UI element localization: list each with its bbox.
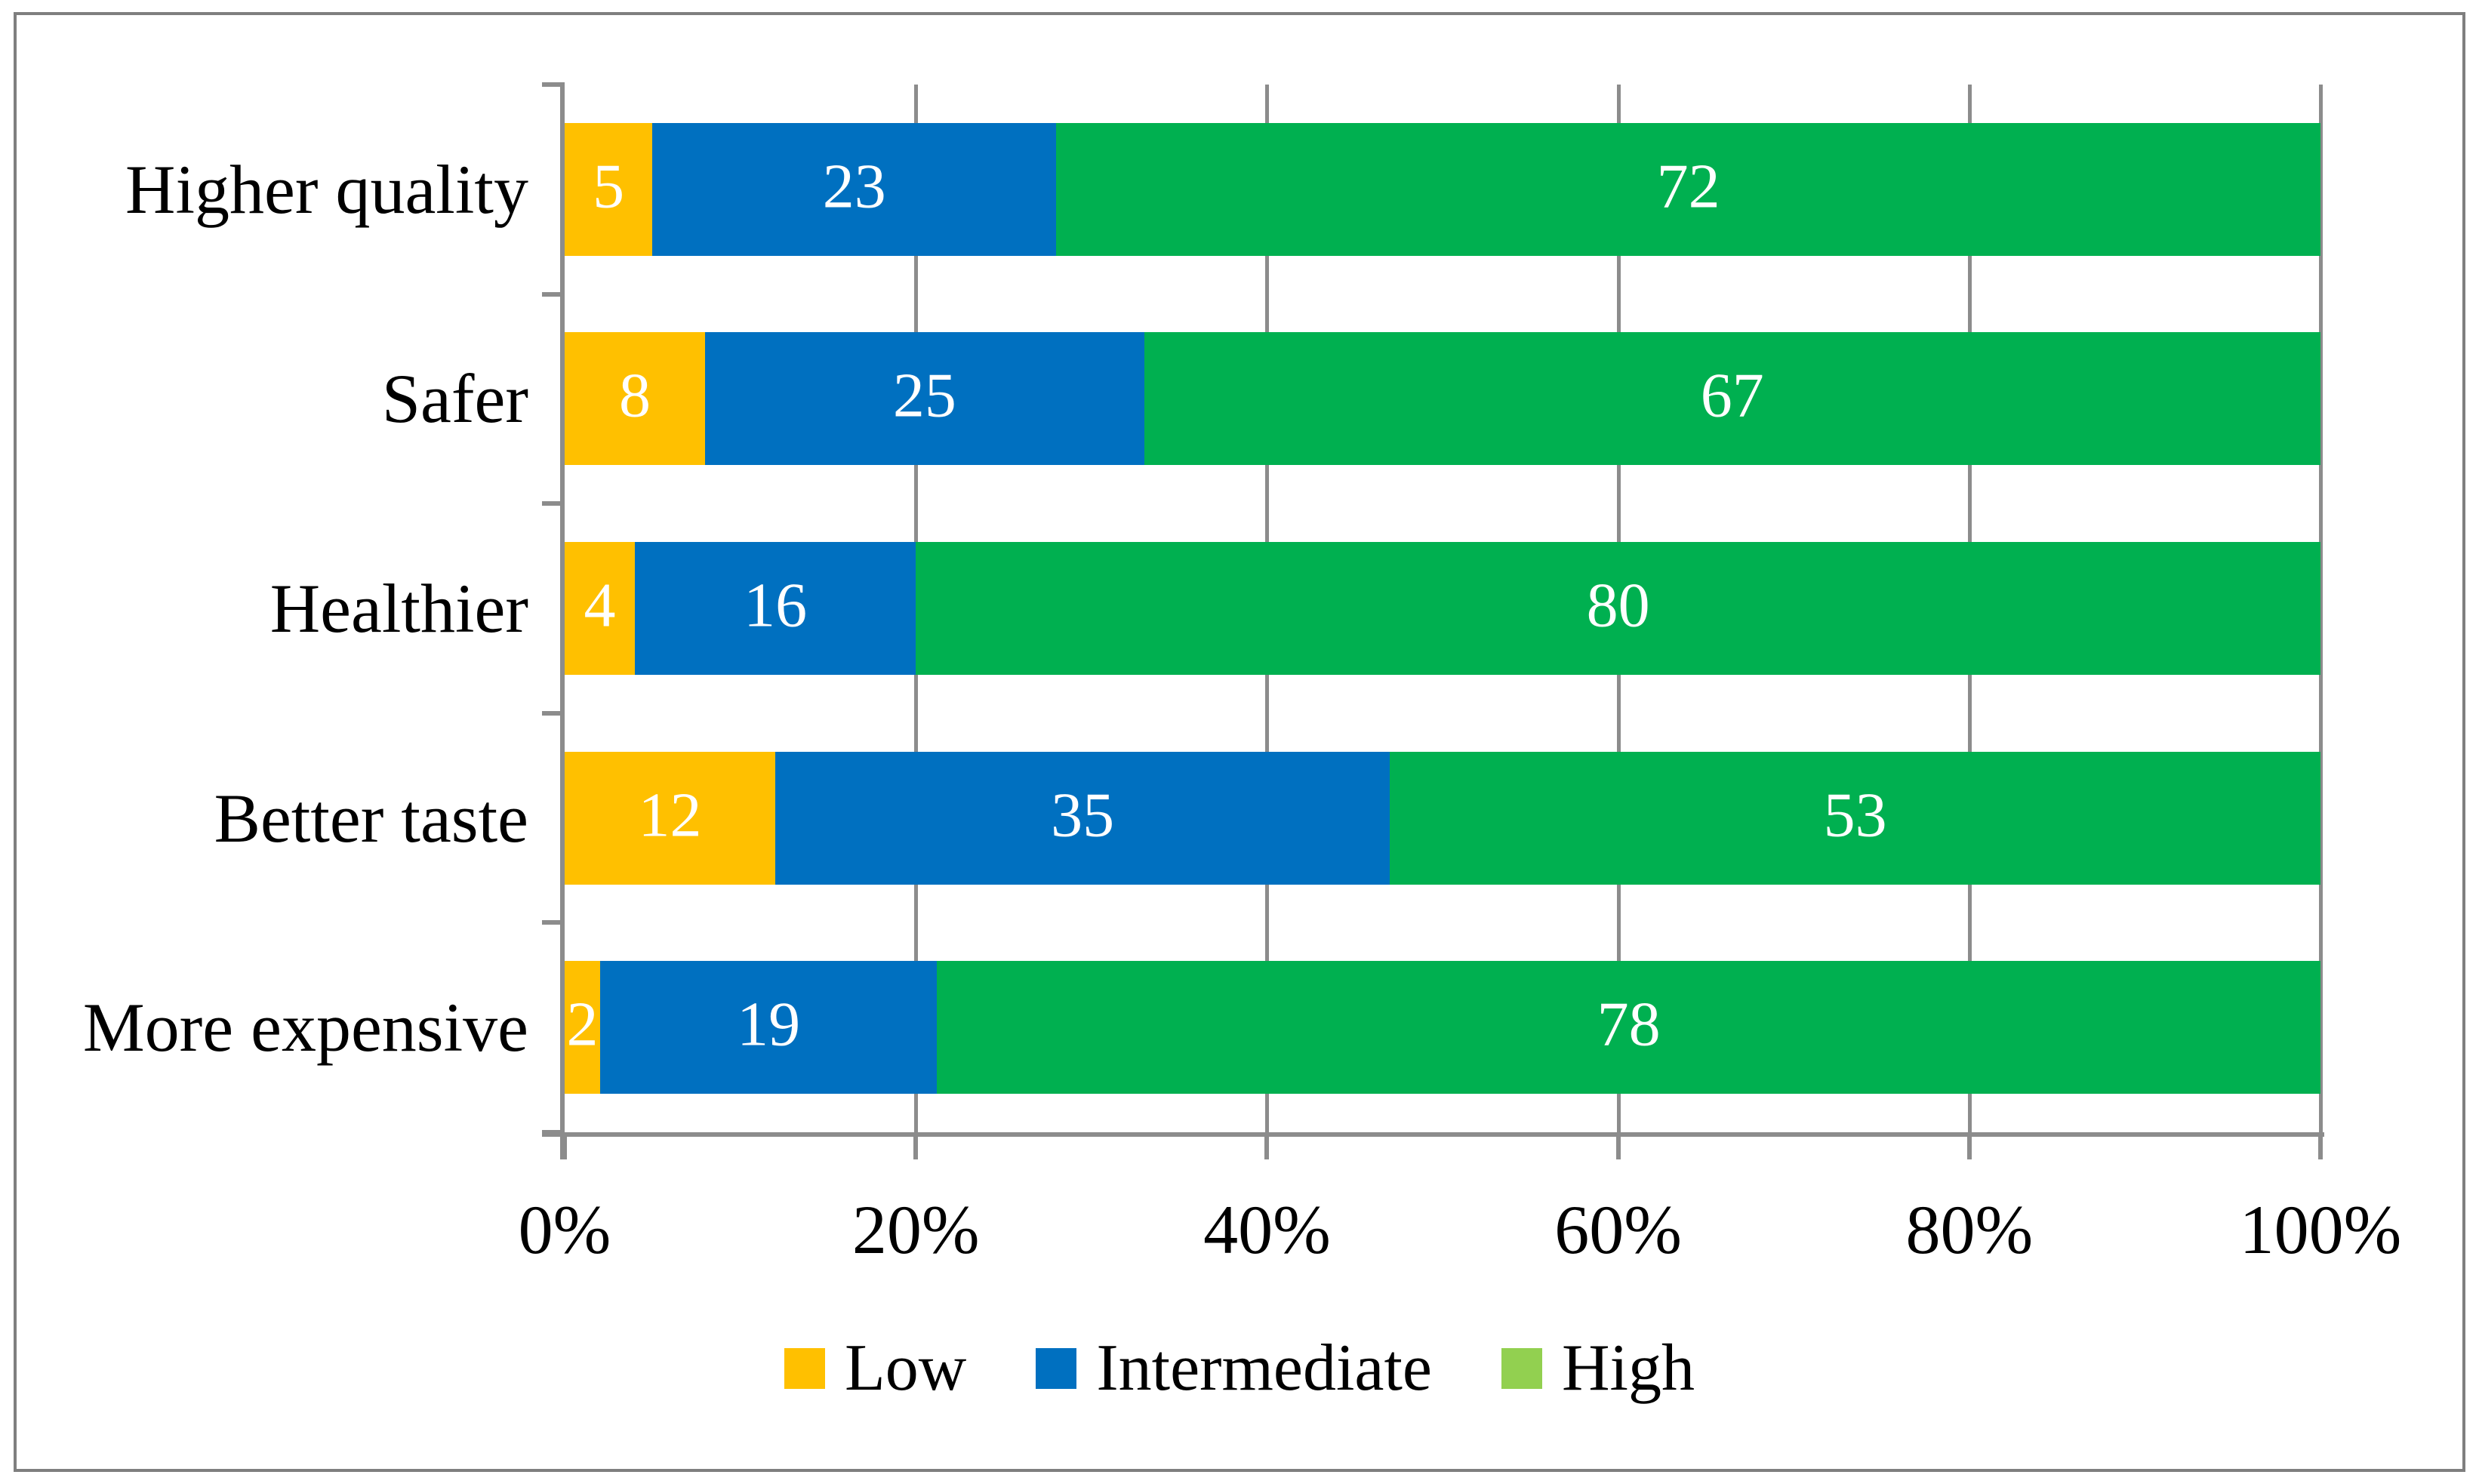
bar-segment-intermediate: 35: [775, 751, 1390, 885]
legend-swatch-low: [784, 1348, 826, 1389]
plot-area: 5 23 72 8 25 67 4 16 80 12 35 53 2 19 78: [565, 85, 2323, 1132]
bar-row: 8 25 67: [565, 294, 2320, 504]
value-label: 5: [593, 151, 625, 222]
category-label: Better taste: [214, 779, 528, 857]
value-label: 8: [619, 361, 651, 432]
value-axis-tick-label: 20%: [851, 1191, 980, 1268]
stacked-bar: 8 25 67: [565, 332, 2320, 466]
category-axis-labels: Higher quality Safer Healthier Better taste…: [45, 85, 528, 1132]
value-axis-tick: [1615, 1137, 1621, 1159]
value-label: 67: [1700, 361, 1764, 432]
category-axis-tick: [542, 291, 565, 297]
stacked-bar: 12 35 53: [565, 751, 2320, 885]
category-axis-tick: [542, 82, 565, 87]
bar-segment-low: 12: [565, 751, 776, 885]
value-label: 4: [584, 570, 616, 641]
bar-rows: 5 23 72 8 25 67 4 16 80 12 35 53 2 19 78: [565, 85, 2320, 1132]
bar-segment-high: 80: [916, 541, 2320, 675]
value-axis-tick: [1966, 1137, 1972, 1159]
value-label: 72: [1656, 151, 1720, 222]
legend-swatch-intermediate: [1036, 1348, 1077, 1389]
value-label: 25: [892, 361, 956, 432]
value-axis-tick: [913, 1137, 919, 1159]
bar-row: 12 35 53: [565, 713, 2320, 923]
bar-segment-low: 4: [565, 541, 636, 675]
value-axis-tick-label: 0%: [518, 1191, 611, 1268]
category-label: Healthier: [269, 569, 528, 647]
category-axis-tick: [542, 920, 565, 925]
stacked-bar: 4 16 80: [565, 541, 2320, 675]
value-axis-line: [542, 1132, 2324, 1137]
value-axis-tick-label: 80%: [1905, 1191, 2034, 1268]
value-axis-tick: [562, 1137, 567, 1159]
stacked-bar: 2 19 78: [565, 961, 2320, 1095]
value-axis-tick: [1264, 1137, 1270, 1159]
value-axis-tick-label: 60%: [1554, 1191, 1682, 1268]
value-label: 35: [1051, 780, 1115, 851]
bar-row: 2 19 78: [565, 922, 2320, 1132]
bar-row: 5 23 72: [565, 85, 2320, 294]
value-label: 53: [1823, 780, 1887, 851]
bar-segment-high: 67: [1144, 332, 2320, 466]
bar-segment-intermediate: 16: [635, 541, 916, 675]
value-label: 2: [566, 989, 599, 1060]
value-axis-tick-label: 100%: [2239, 1191, 2402, 1268]
value-axis-tick: [2318, 1137, 2323, 1159]
category-label: More expensive: [82, 989, 528, 1067]
value-axis-tick-label: 40%: [1203, 1191, 1331, 1268]
value-label: 19: [737, 989, 801, 1060]
legend-item-high: High: [1501, 1335, 1695, 1402]
bar-row: 4 16 80: [565, 503, 2320, 713]
legend-swatch-high: [1501, 1348, 1542, 1389]
stacked-bar: 5 23 72: [565, 122, 2320, 256]
legend-label: Intermediate: [1096, 1332, 1432, 1405]
category-axis-tick: [542, 501, 565, 506]
legend-item-low: Low: [784, 1335, 966, 1402]
bar-segment-low: 5: [565, 122, 653, 256]
bar-segment-high: 53: [1390, 751, 2320, 885]
value-label: 16: [744, 570, 808, 641]
legend: Low Intermediate High: [0, 1335, 2479, 1402]
bar-segment-intermediate: 23: [652, 122, 1057, 256]
category-axis-line: [560, 85, 565, 1159]
category-label: Higher quality: [125, 150, 528, 228]
bar-segment-low: 8: [565, 332, 706, 466]
legend-label: High: [1561, 1332, 1695, 1405]
legend-item-intermediate: Intermediate: [1036, 1335, 1432, 1402]
value-label: 12: [638, 780, 702, 851]
bar-segment-high: 78: [937, 961, 2320, 1095]
legend-label: Low: [845, 1332, 967, 1405]
category-label: Safer: [381, 360, 528, 438]
bar-segment-high: 72: [1056, 122, 2320, 256]
value-axis-tick-labels: 0% 20% 40% 60% 80% 100%: [519, 1190, 2402, 1280]
value-label: 23: [822, 151, 886, 222]
bar-segment-low: 2: [565, 961, 600, 1095]
value-label: 78: [1597, 989, 1661, 1060]
gridline: [2319, 85, 2323, 1132]
category-axis-tick: [542, 710, 565, 716]
value-label: 80: [1586, 570, 1650, 641]
bar-segment-intermediate: 19: [599, 961, 938, 1095]
category-axis-tick: [542, 1130, 565, 1135]
bar-segment-intermediate: 25: [705, 332, 1144, 466]
